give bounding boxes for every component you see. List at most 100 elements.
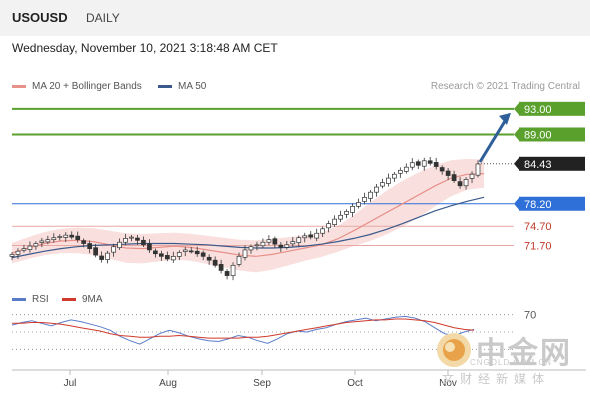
candle-body <box>421 160 427 167</box>
legend-item-ma20: MA 20 + Bollinger Bands <box>12 81 142 92</box>
candle-body <box>218 264 224 271</box>
candle <box>278 242 284 252</box>
candle-body <box>338 214 343 220</box>
candle <box>302 232 308 243</box>
candle-body <box>326 223 331 229</box>
candle <box>206 254 212 265</box>
candle <box>362 192 367 205</box>
candle <box>469 171 475 183</box>
candle <box>380 178 385 189</box>
candle-body <box>81 240 87 244</box>
level-tag-pointer-93.00 <box>514 101 520 116</box>
legend-item-ma50: MA 50 <box>158 81 206 92</box>
candle-body <box>93 247 98 256</box>
candle-body <box>141 239 146 246</box>
level-tag-label-93.00: 93.00 <box>524 104 552 116</box>
candle-body <box>69 234 75 238</box>
level-tag-label-89.00: 89.00 <box>524 129 552 141</box>
ma20-line <box>11 173 485 257</box>
x-tick-label-sep: Sep <box>253 378 271 389</box>
level-tag-pointer-84.43 <box>514 156 520 171</box>
timestamp: Wednesday, November 10, 2021 3:18:48 AM … <box>12 41 278 55</box>
candle <box>230 262 236 281</box>
candle <box>170 251 176 263</box>
candle <box>15 248 21 259</box>
legend-swatch-ma50 <box>158 85 172 88</box>
arrow-head <box>499 112 511 125</box>
candle-body <box>236 255 242 265</box>
candle-body <box>374 186 379 193</box>
candle <box>350 203 355 217</box>
candle <box>427 156 433 166</box>
candle-body <box>45 239 51 243</box>
candle <box>368 189 373 203</box>
level-tag-pointer-89.00 <box>514 127 520 142</box>
candle-body <box>182 249 188 252</box>
candle-body <box>123 238 128 243</box>
candle <box>248 244 254 254</box>
candle-body <box>153 250 158 255</box>
watermark-url: CNGOLD.COM.CN <box>470 358 552 367</box>
candle-body <box>314 232 320 239</box>
candle-body <box>75 235 81 241</box>
candle <box>314 228 320 242</box>
candle-body <box>386 177 391 184</box>
candle <box>81 238 87 248</box>
candle-body <box>129 236 134 239</box>
candle <box>356 198 361 209</box>
legend-label-9ma: 9MA <box>82 294 103 305</box>
legend-label-rsi: RSI <box>32 294 49 305</box>
candle-body <box>170 255 176 261</box>
candle-body <box>164 255 170 260</box>
candle-body <box>302 235 308 239</box>
level-tag-box-93.00 <box>519 101 585 116</box>
candle <box>421 157 427 171</box>
candle <box>409 158 415 171</box>
candle <box>51 233 57 243</box>
candle <box>87 240 93 254</box>
candle-body <box>290 241 296 245</box>
candle <box>212 256 218 268</box>
target-arrow <box>478 112 511 163</box>
level-tags: 93.00 89.00 84.43 78.20 74.70 71.70 <box>514 101 585 252</box>
candle <box>93 243 98 258</box>
candle <box>99 251 104 263</box>
candle <box>224 269 230 280</box>
x-tick-label-nov: Nov <box>439 378 457 389</box>
candle-body <box>380 182 385 187</box>
candle <box>45 235 51 245</box>
x-tick-label-aug: Aug <box>159 378 177 389</box>
legend-item-rsi: RSI <box>12 294 49 305</box>
candle <box>308 231 314 240</box>
candle-body <box>248 246 254 251</box>
x-tick-label-oct: Oct <box>347 378 363 389</box>
candle <box>75 231 81 243</box>
candle-body <box>445 170 451 176</box>
candle <box>176 250 182 261</box>
watermark-text: 中金网 <box>476 336 572 371</box>
candle <box>451 170 457 183</box>
candle-body <box>212 259 218 266</box>
candle <box>105 250 110 264</box>
candle <box>296 235 302 247</box>
candle-body <box>266 239 272 243</box>
x-tick-label-jul: Jul <box>64 378 77 389</box>
candle-body <box>296 237 302 243</box>
candle-body <box>99 255 104 260</box>
candle <box>147 239 152 253</box>
candle-body <box>63 234 69 238</box>
candle <box>386 173 391 187</box>
candle-body <box>242 249 248 258</box>
candle <box>141 236 146 248</box>
candle-body <box>403 166 409 172</box>
candle-body <box>439 167 445 172</box>
candle-body <box>9 254 15 257</box>
arrow-shaft <box>478 117 509 163</box>
candle <box>320 226 326 238</box>
candle <box>182 246 188 257</box>
candle <box>463 177 469 190</box>
candle-body <box>224 271 230 276</box>
candle-body <box>188 250 194 253</box>
candle <box>374 184 379 197</box>
